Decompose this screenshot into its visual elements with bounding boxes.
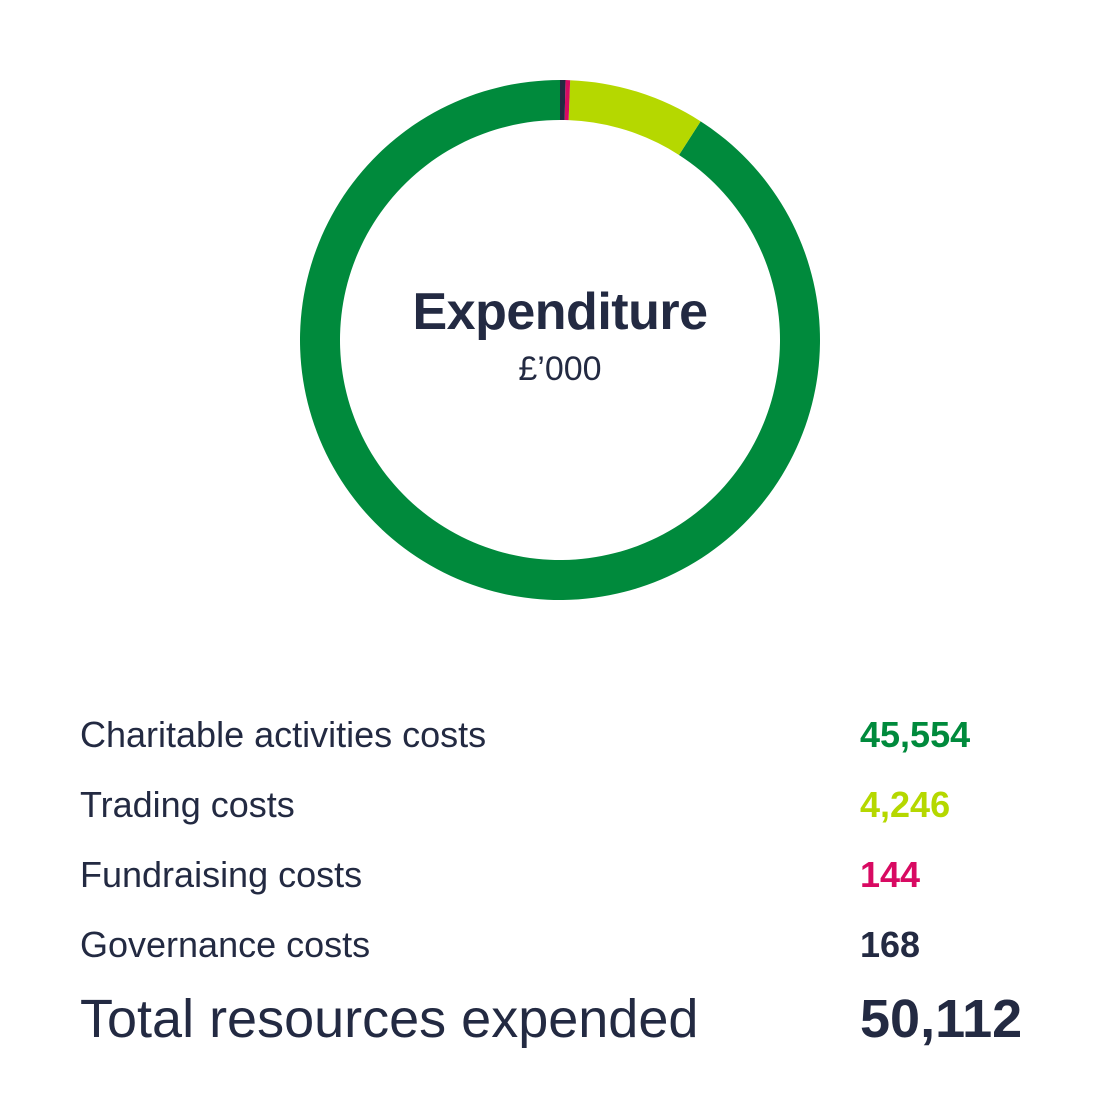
legend-value-trading: 4,246 bbox=[860, 784, 951, 825]
legend-value-fundraising: 144 bbox=[860, 854, 921, 895]
donut-chart bbox=[300, 80, 821, 601]
legend-value-charitable: 45,554 bbox=[860, 714, 971, 755]
slice-governance bbox=[560, 80, 566, 121]
chart-subtitle: £’000 bbox=[518, 350, 602, 388]
legend: Charitable activities costs 45,554 Tradi… bbox=[80, 708, 1040, 1078]
total-value: 50,112 bbox=[860, 989, 1023, 1049]
legend-value-governance: 168 bbox=[860, 924, 921, 965]
legend-label-charitable: Charitable activities costs bbox=[80, 714, 487, 755]
legend-row-trading: Trading costs 4,246 bbox=[80, 778, 1040, 848]
chart-title: Expenditure bbox=[412, 283, 709, 341]
legend-label-trading: Trading costs bbox=[80, 784, 295, 825]
total-row: Total resources expended 50,112 bbox=[80, 988, 1040, 1078]
slice-fundraising bbox=[564, 80, 571, 121]
slice-trading bbox=[568, 80, 701, 155]
total-label: Total resources expended bbox=[80, 989, 699, 1049]
legend-label-fundraising: Fundraising costs bbox=[80, 854, 363, 895]
legend-label-governance: Governance costs bbox=[80, 924, 371, 965]
legend-row-charitable: Charitable activities costs 45,554 bbox=[80, 708, 1040, 778]
legend-row-fundraising: Fundraising costs 144 bbox=[80, 848, 1040, 918]
legend-row-governance: Governance costs 168 bbox=[80, 918, 1040, 988]
